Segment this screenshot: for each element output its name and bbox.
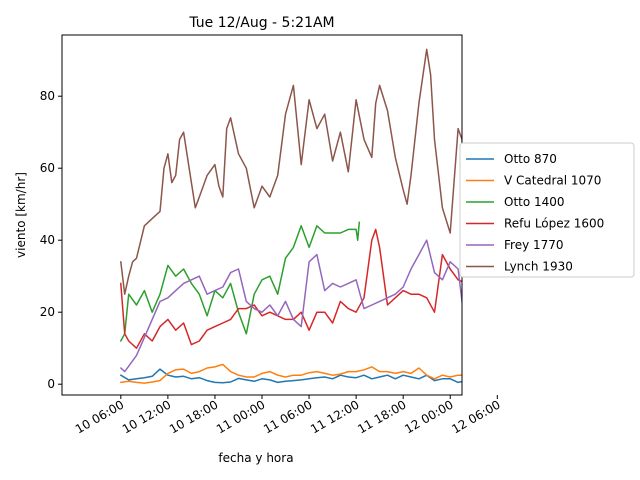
legend-label: V Catedral 1070: [504, 174, 601, 188]
y-tick-label: 80: [40, 89, 55, 103]
series-line-refu-l-pez-1600: [120, 228, 462, 349]
y-tick-label: 40: [40, 233, 55, 247]
legend-items: Otto 870 V Catedral 1070 Otto 1400 Refu Lóp…: [466, 152, 604, 274]
legend-label: Otto 1400: [504, 195, 565, 209]
series-line-frey-1770: [120, 239, 462, 373]
legend-box: [459, 142, 635, 278]
y-tick-label: 60: [40, 161, 55, 175]
series-line-otto-1400: [120, 221, 361, 342]
series-line-v-catedral-1070: [120, 363, 462, 384]
series-line-otto-870: [120, 368, 462, 384]
x-axis-label: fecha y hora: [218, 451, 293, 465]
y-tick-label: 20: [40, 305, 55, 319]
series-line-lynch-1930: [120, 48, 462, 295]
y-tick-label: 0: [47, 377, 55, 391]
legend-label: Refu López 1600: [504, 217, 604, 231]
plot-background: [62, 35, 462, 395]
y-axis-label: viento [km/hr]: [14, 172, 28, 258]
legend: Otto 870 V Catedral 1070 Otto 1400 Refu Lóp…: [459, 142, 635, 278]
legend-label: Frey 1770: [504, 238, 564, 252]
y-axis: 0 20 40 60 80: [40, 89, 62, 391]
legend-label: Otto 870: [504, 152, 557, 166]
chart-title: Tue 12/Aug - 5:21AM: [188, 15, 334, 31]
legend-label: Lynch 1930: [504, 260, 573, 274]
series-lines: [120, 48, 462, 384]
